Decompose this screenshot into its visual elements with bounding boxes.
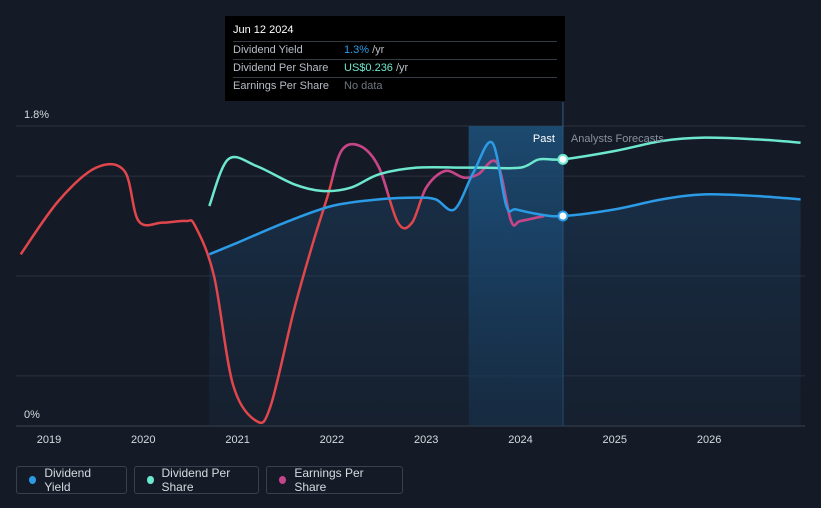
legend-dot-icon — [279, 476, 287, 484]
x-tick-label: 2019 — [37, 434, 61, 446]
tooltip-label: Dividend Yield — [233, 44, 303, 56]
x-tick-label: 2024 — [508, 434, 532, 446]
tooltip-row-dividend-yield: Dividend Yield 1.3% /yr — [233, 41, 557, 59]
tooltip-row-earnings-per-share: Earnings Per Share No data — [233, 77, 557, 95]
legend-dot-icon — [147, 476, 154, 484]
series-lines — [19, 136, 801, 425]
tooltip-date: Jun 12 2024 — [233, 24, 294, 36]
tooltip-label: Earnings Per Share — [233, 80, 329, 92]
tooltip-unit: /yr — [395, 62, 409, 74]
forecast-label: Analysts Forecasts — [571, 133, 664, 145]
tooltip: Jun 12 2024 Dividend Yield 1.3% /yr Divi… — [225, 16, 565, 101]
tooltip-unit: /yr — [372, 44, 385, 56]
legend-item-earnings-per-share[interactable]: Earnings Per Share — [266, 466, 403, 494]
x-tick-label: 2022 — [320, 434, 344, 446]
dividend-yield-fill — [209, 141, 801, 426]
legend-label: Dividend Yield — [44, 466, 92, 494]
dividend-yield-line — [208, 140, 801, 256]
tooltip-value: US$0.236 — [344, 62, 393, 74]
tooltip-row-dividend-per-share: Dividend Per Share US$0.236 /yr — [233, 59, 557, 77]
markers — [557, 153, 569, 222]
legend-item-dividend-yield[interactable]: Dividend Yield — [16, 466, 127, 494]
dividend-per-share-marker — [557, 153, 569, 165]
dividend-yield-area — [209, 126, 801, 426]
y-tick-label: 1.8% — [24, 109, 49, 121]
tooltip-value: No data — [344, 80, 383, 92]
legend-label: Dividend Per Share — [161, 466, 231, 494]
earnings-per-share-line-positive — [421, 159, 545, 227]
tooltip-label: Dividend Per Share — [233, 62, 329, 74]
dividend-yield-marker — [557, 210, 569, 222]
legend-label: Earnings Per Share — [294, 466, 364, 494]
x-tick-label: 2023 — [414, 434, 438, 446]
past-label: Past — [533, 133, 555, 145]
x-tick-label: 2021 — [225, 434, 249, 446]
axis-labels: 1.8% 0% 2019 2020 2021 2022 2023 2024 2025 2026 Pa… — [24, 109, 721, 446]
x-tick-label: 2025 — [603, 434, 627, 446]
tooltip-value: 1.3% — [344, 44, 370, 56]
dividend-per-share-line — [208, 136, 801, 207]
x-tick-label: 2026 — [697, 434, 721, 446]
x-tick-label: 2020 — [131, 434, 155, 446]
legend-dot-icon — [29, 476, 37, 484]
legend-item-dividend-per-share[interactable]: Dividend Per Share — [134, 466, 259, 494]
y-tick-label: 0% — [24, 409, 40, 421]
legend: Dividend Yield Dividend Per Share Earnin… — [16, 466, 403, 494]
